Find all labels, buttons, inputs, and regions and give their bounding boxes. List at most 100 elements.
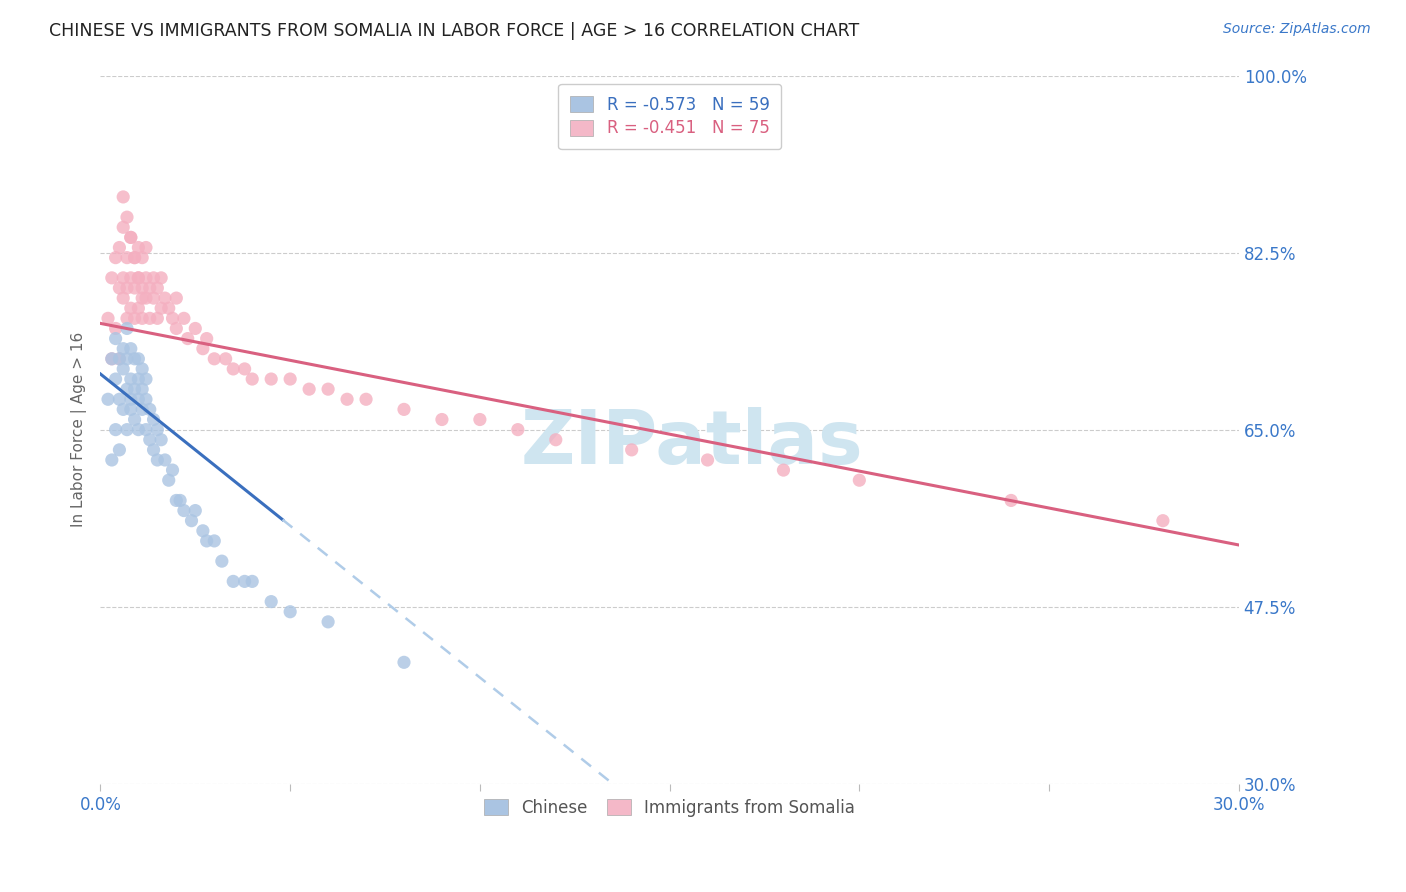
Point	[112, 342, 135, 356]
Point	[108, 281, 131, 295]
Point	[153, 453, 176, 467]
Point	[131, 362, 153, 376]
Point	[131, 382, 153, 396]
Point	[392, 402, 415, 417]
Point	[214, 351, 236, 366]
Point	[135, 240, 157, 254]
Point	[202, 351, 225, 366]
Point	[202, 533, 225, 548]
Point	[112, 271, 135, 285]
Point	[135, 291, 157, 305]
Point	[150, 301, 173, 316]
Point	[173, 503, 195, 517]
Point	[127, 271, 149, 285]
Point	[222, 362, 245, 376]
Point	[120, 372, 142, 386]
Point	[112, 362, 135, 376]
Point	[146, 453, 169, 467]
Point	[131, 402, 153, 417]
Point	[101, 453, 124, 467]
Point	[139, 311, 162, 326]
Point	[108, 351, 131, 366]
Point	[468, 412, 491, 426]
Point	[173, 311, 195, 326]
Point	[124, 382, 146, 396]
Point	[150, 271, 173, 285]
Point	[430, 412, 453, 426]
Point	[544, 433, 567, 447]
Point	[115, 351, 138, 366]
Point	[120, 301, 142, 316]
Point	[101, 271, 124, 285]
Point	[620, 442, 643, 457]
Point	[115, 281, 138, 295]
Point	[142, 412, 165, 426]
Point	[112, 220, 135, 235]
Point	[124, 311, 146, 326]
Point	[354, 392, 377, 407]
Point	[162, 311, 184, 326]
Point	[101, 351, 124, 366]
Point	[139, 281, 162, 295]
Point	[135, 423, 157, 437]
Point	[696, 453, 718, 467]
Point	[298, 382, 321, 396]
Point	[101, 351, 124, 366]
Point	[180, 514, 202, 528]
Point	[184, 503, 207, 517]
Point	[336, 392, 359, 407]
Point	[104, 332, 127, 346]
Point	[115, 210, 138, 224]
Point	[233, 574, 256, 589]
Text: ZIPatlas: ZIPatlas	[522, 408, 863, 480]
Point	[131, 311, 153, 326]
Point	[124, 412, 146, 426]
Point	[772, 463, 794, 477]
Point	[124, 251, 146, 265]
Point	[240, 372, 263, 386]
Point	[115, 423, 138, 437]
Point	[1152, 514, 1174, 528]
Point	[108, 442, 131, 457]
Point	[127, 351, 149, 366]
Point	[97, 311, 120, 326]
Point	[127, 301, 149, 316]
Point	[131, 251, 153, 265]
Point	[142, 442, 165, 457]
Point	[260, 372, 283, 386]
Point	[120, 230, 142, 244]
Point	[127, 271, 149, 285]
Point	[142, 291, 165, 305]
Point	[139, 433, 162, 447]
Point	[120, 392, 142, 407]
Point	[108, 240, 131, 254]
Point	[169, 493, 191, 508]
Legend: Chinese, Immigrants from Somalia: Chinese, Immigrants from Somalia	[477, 790, 863, 825]
Point	[233, 362, 256, 376]
Point	[195, 332, 218, 346]
Point	[146, 281, 169, 295]
Point	[115, 321, 138, 335]
Point	[135, 372, 157, 386]
Point	[108, 351, 131, 366]
Point	[211, 554, 233, 568]
Point	[120, 402, 142, 417]
Point	[153, 291, 176, 305]
Point	[131, 291, 153, 305]
Point	[127, 392, 149, 407]
Text: CHINESE VS IMMIGRANTS FROM SOMALIA IN LABOR FORCE | AGE > 16 CORRELATION CHART: CHINESE VS IMMIGRANTS FROM SOMALIA IN LA…	[49, 22, 859, 40]
Point	[142, 271, 165, 285]
Point	[135, 392, 157, 407]
Y-axis label: In Labor Force | Age > 16: In Labor Force | Age > 16	[72, 332, 87, 527]
Point	[131, 281, 153, 295]
Point	[848, 473, 870, 487]
Point	[124, 351, 146, 366]
Point	[150, 433, 173, 447]
Point	[222, 574, 245, 589]
Point	[139, 402, 162, 417]
Point	[127, 372, 149, 386]
Point	[120, 271, 142, 285]
Point	[162, 463, 184, 477]
Point	[165, 321, 187, 335]
Point	[115, 311, 138, 326]
